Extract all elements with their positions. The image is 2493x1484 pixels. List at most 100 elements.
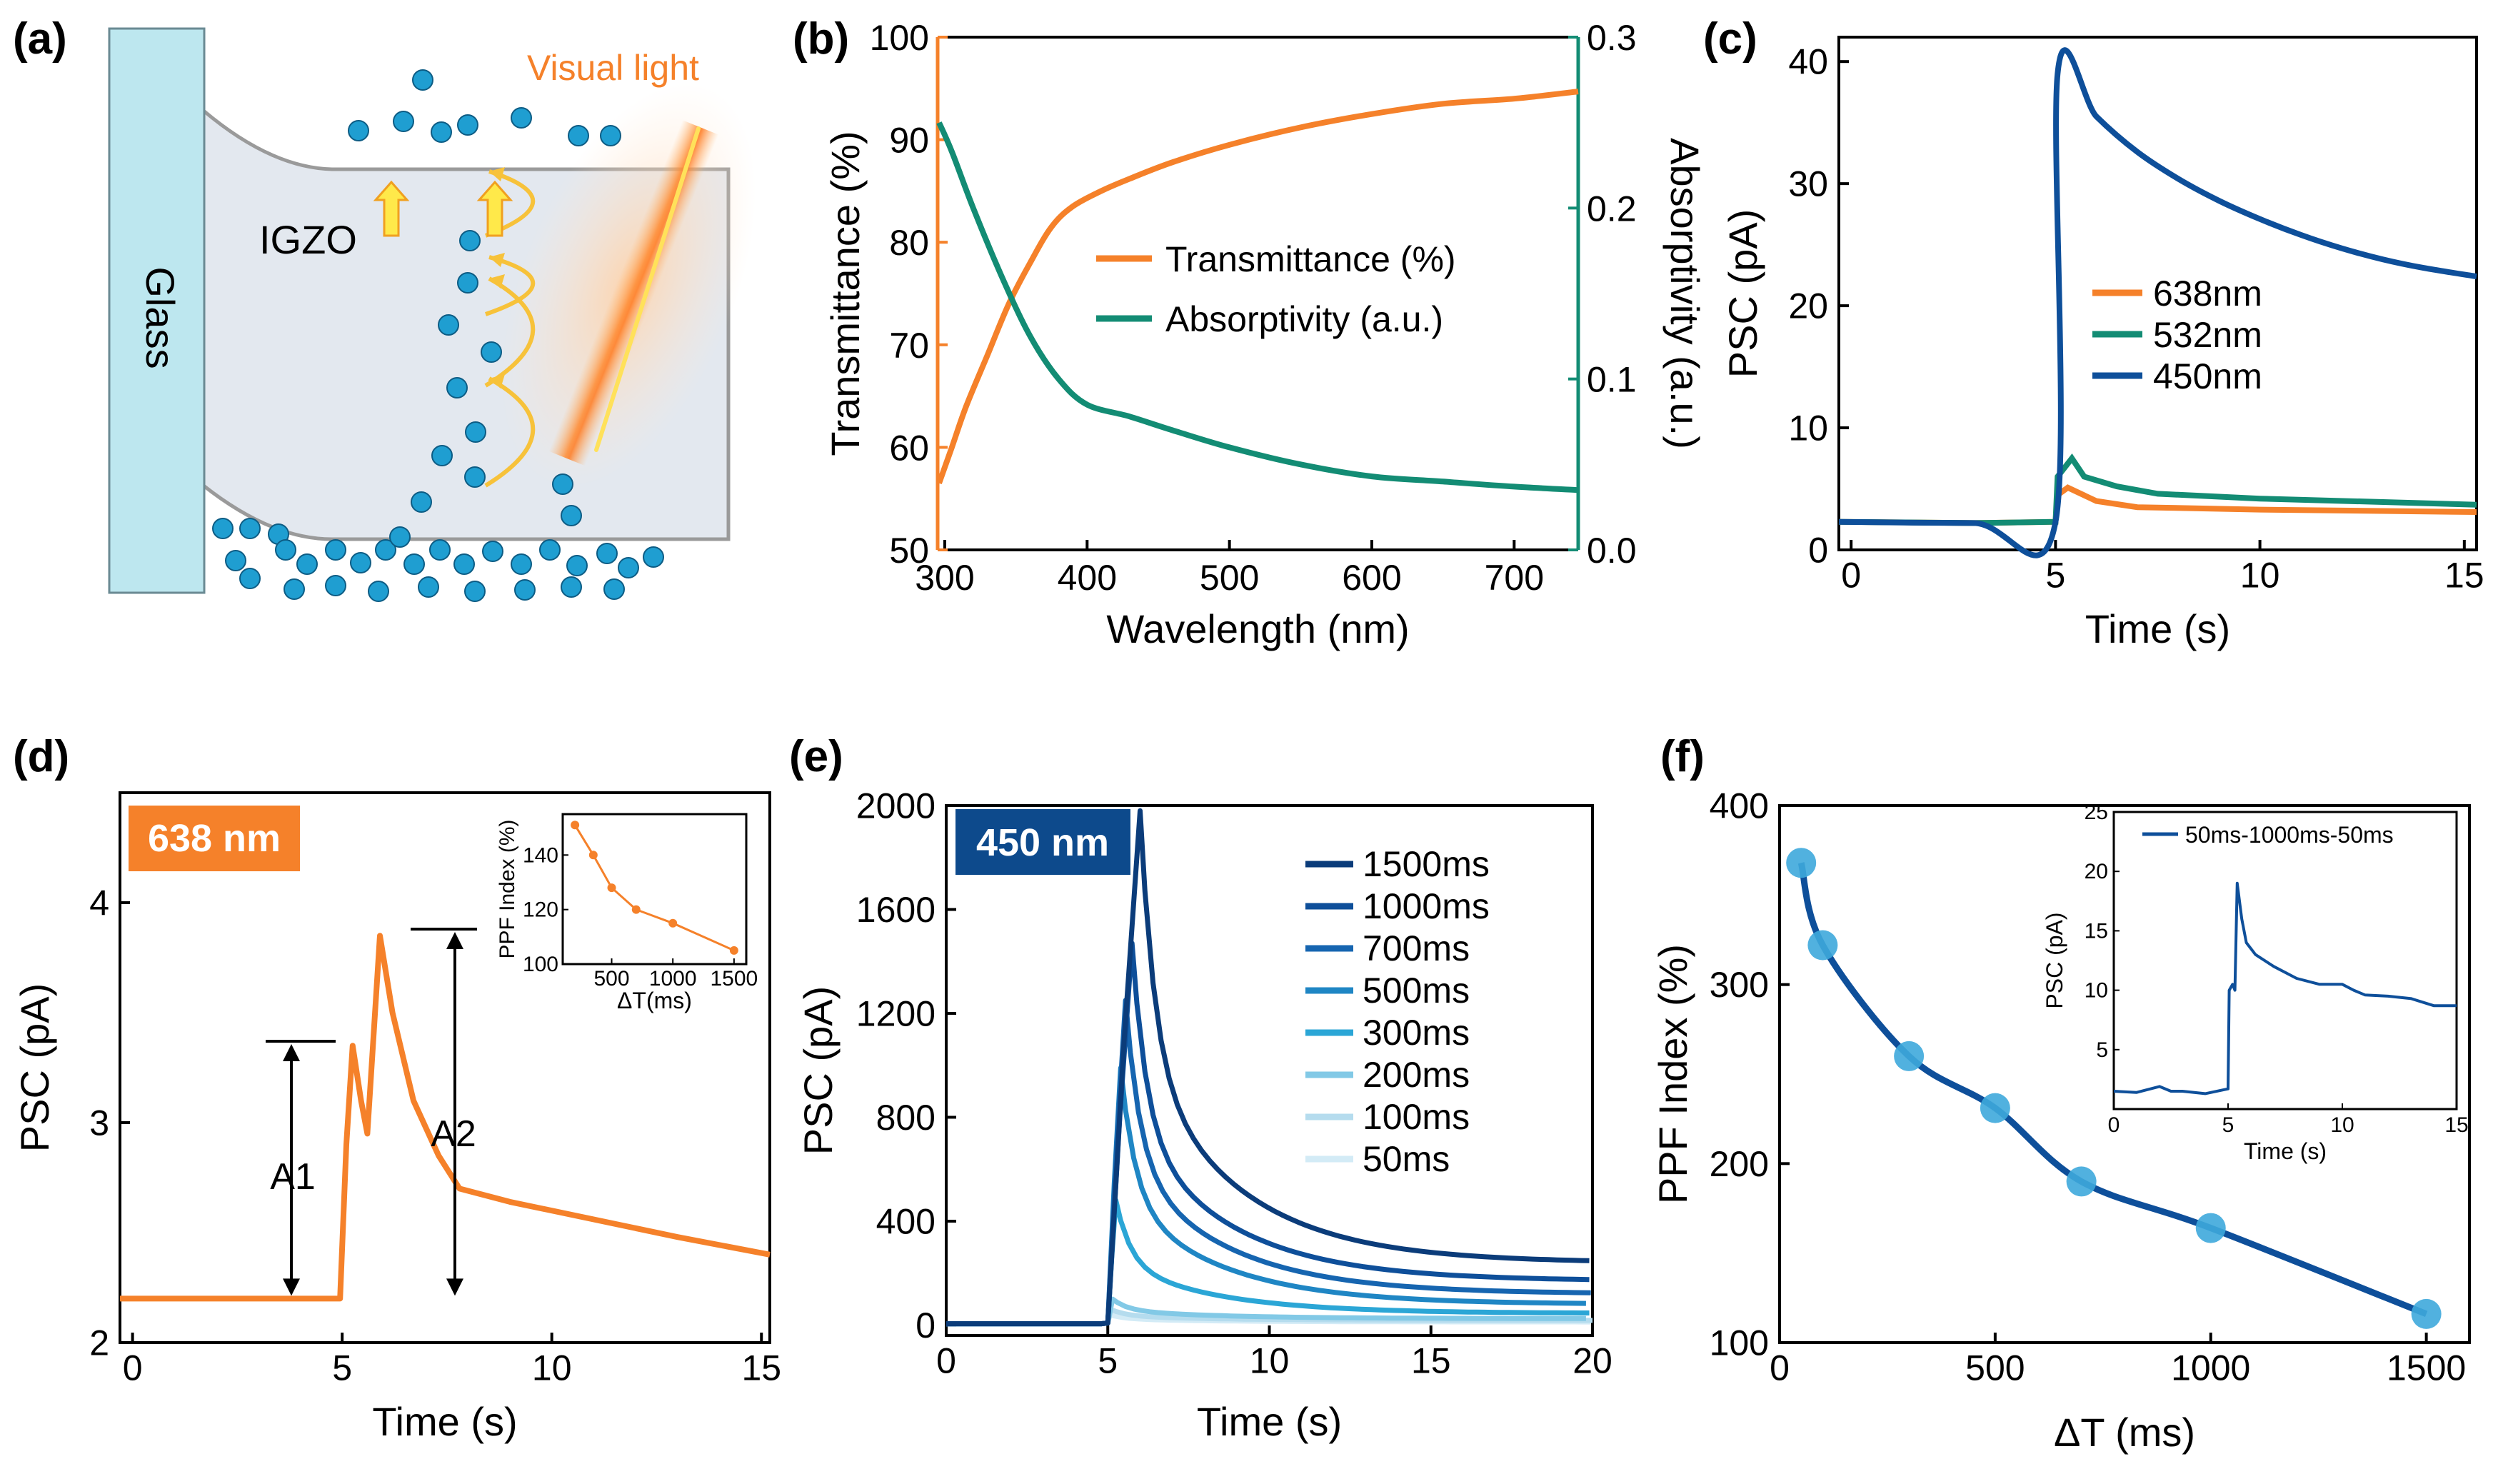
e-ytick-label: 400 [876, 1201, 935, 1241]
d-inset-ytick-label: 120 [523, 898, 558, 922]
electron-dot [511, 553, 532, 575]
f-data-point [2066, 1166, 2097, 1197]
b-y2label: Absorptivity (a.u.) [1662, 138, 1707, 449]
e-xtick-label: 0 [936, 1341, 956, 1381]
f-xtick-label: 0 [1770, 1348, 1790, 1388]
e-series-200ms [946, 1296, 1586, 1327]
hop-arrow [484, 276, 536, 388]
b-y2tick-label: 0.0 [1587, 531, 1637, 571]
b-legend-transmittance: Transmittance (%) [1165, 239, 1456, 279]
d-inset-ytick-label: 140 [523, 843, 558, 867]
panel-label: (d) [13, 732, 69, 781]
f-inset-ytick-label: 15 [2085, 919, 2108, 943]
hop-arrow-head [489, 167, 505, 181]
b-legend-absorptivity: Absorptivity (a.u.) [1165, 299, 1443, 339]
d-series-psc [120, 933, 771, 1302]
d-a1-label: A1 [270, 1156, 316, 1198]
e-xtick-label: 5 [1098, 1341, 1118, 1381]
e-series-1500ms [946, 808, 1590, 1327]
e-legend-label: 100ms [1363, 1097, 1470, 1137]
hop-arrow [484, 376, 536, 488]
c-series-532nm [1838, 453, 2477, 526]
electron-dot [566, 555, 588, 576]
f-xlabel: ΔT (ms) [2054, 1410, 2195, 1455]
d-ytick-label: 3 [89, 1103, 109, 1143]
c-ytick-label: 40 [1788, 42, 1828, 82]
d-xlabel: Time (s) [372, 1399, 517, 1444]
b-ytick-label: 80 [889, 223, 929, 263]
electron-dot [239, 518, 261, 539]
electron-dot [368, 581, 389, 602]
electrons [212, 69, 664, 602]
f-ytick-label: 300 [1710, 965, 1769, 1005]
f-xtick-label: 1000 [2171, 1348, 2250, 1388]
electron-dot [465, 421, 486, 443]
up-arrow [373, 180, 410, 237]
panel-d-psc-638-chart: 0 5 10 15 2 3 4 Time (s) PSC (pA) 638 nm A1 A2 500 10… [12, 791, 781, 1444]
electron-dot [429, 539, 451, 561]
f-inset-ytick-label: 25 [2085, 801, 2108, 824]
d-frame [119, 791, 771, 1344]
f-data-point [1980, 1093, 2010, 1123]
d-inset-xlabel: ΔT(ms) [617, 988, 692, 1013]
f-data-point [1786, 848, 1817, 878]
hop-arrow-head [489, 253, 505, 267]
e-xlabel: Time (s) [1197, 1399, 1342, 1444]
electron-dot [643, 546, 664, 568]
e-legend-label: 300ms [1363, 1013, 1470, 1053]
c-xlabel: Time (s) [2085, 606, 2230, 651]
electron-dot [403, 553, 425, 575]
electron-dot [325, 575, 346, 596]
e-badge-bg [955, 809, 1130, 875]
e-ytick-label: 0 [916, 1305, 935, 1345]
b-ylabel: Transmittance (%) [823, 131, 868, 456]
d-xtick-label: 15 [741, 1348, 781, 1388]
f-ytick-label: 200 [1710, 1144, 1769, 1184]
panel-c-psc-chart: 0 5 10 15 0 10 20 30 40 Time (s) PSC (pA) 638nm532n… [1720, 36, 2484, 651]
b-xtick-label: 500 [1200, 558, 1259, 598]
d-inset-point [668, 918, 678, 928]
glass-label: Glass [138, 266, 183, 369]
light-label: Visual light [527, 48, 699, 88]
f-inset-frame [2112, 811, 2458, 1111]
e-legend-label: 500ms [1363, 971, 1470, 1011]
panel-label: (e) [789, 732, 843, 781]
hop-arrow [485, 255, 536, 316]
d-arrow-head-down [283, 1278, 300, 1296]
electron-dot [568, 125, 589, 146]
d-inset-point [571, 821, 580, 830]
f-inset-line [2113, 881, 2457, 1096]
hop-arrow-head [489, 274, 505, 289]
electron-dot [600, 125, 621, 146]
light-beam-core [594, 126, 701, 452]
c-xtick-label: 10 [2240, 556, 2280, 596]
b-xtick-label: 600 [1342, 558, 1401, 598]
f-data-point [1894, 1041, 1925, 1071]
electron-dot [446, 377, 468, 398]
d-a2-label: A2 [431, 1113, 476, 1155]
igzo-label: IGZO [259, 217, 357, 262]
b-xtick-label: 700 [1485, 558, 1544, 598]
d-ylabel: PSC (pA) [12, 983, 57, 1153]
f-xtick-label: 500 [1965, 1348, 2025, 1388]
f-data-point [2411, 1298, 2442, 1329]
electron-dot [375, 539, 396, 561]
electron-dot [212, 518, 234, 539]
electron-dot [464, 466, 486, 488]
b-y2tick-label: 0.2 [1587, 189, 1637, 229]
c-xtick-label: 15 [2444, 556, 2484, 596]
f-inset-xtick-label: 10 [2330, 1113, 2354, 1137]
f-data-point [2195, 1213, 2226, 1243]
panel-b-transmittance-chart: 300 400 500 600 700 50 60 70 80 90 100 0.0 0.1 0.2 0.3… [823, 18, 1707, 651]
e-xtick-label: 10 [1250, 1341, 1290, 1381]
electron-dot [457, 272, 478, 294]
glass-substrate [108, 27, 206, 594]
b-ytick-label: 50 [889, 531, 929, 571]
f-inset-xtick-label: 0 [2108, 1113, 2120, 1137]
e-series-1000ms [946, 941, 1590, 1327]
electron-dot [418, 576, 439, 598]
d-inset-line [573, 824, 735, 952]
e-legend-label: 1000ms [1363, 886, 1490, 926]
